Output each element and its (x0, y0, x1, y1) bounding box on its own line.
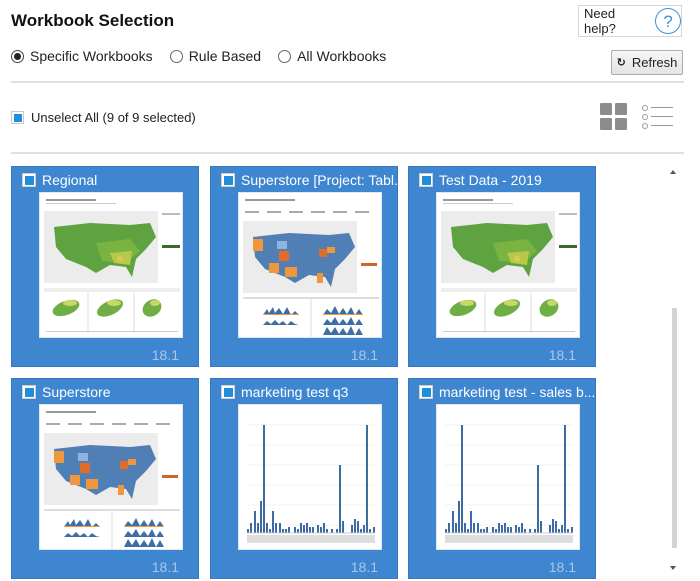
radio-unchecked-icon[interactable] (169, 49, 183, 63)
workbook-version: 18.1 (548, 559, 576, 575)
workbook-thumbnail (436, 192, 580, 338)
unselect-all-checkbox[interactable]: Unselect All (9 of 9 selected) (11, 110, 196, 125)
workbook-checkbox[interactable] (221, 385, 235, 399)
workbook-thumbnail (39, 192, 183, 338)
workbook-thumbnail (238, 192, 382, 338)
radio-label: All Workbooks (297, 48, 387, 64)
workbook-title: Superstore [Project: Tabl... (241, 172, 406, 188)
workbook-thumbnail (39, 404, 183, 550)
refresh-label: Refresh (631, 55, 678, 70)
workbook-card[interactable]: marketing test q3 18.1 (210, 378, 398, 579)
scrollbar-thumb[interactable] (672, 308, 677, 548)
workbook-title: marketing test - sales b... (439, 384, 596, 400)
need-help-button[interactable]: Need help? ? (578, 5, 682, 37)
divider (11, 81, 684, 83)
selection-mode-radio-group: Specific Workbooks Rule Based All Workbo… (11, 48, 403, 64)
workbook-card[interactable]: marketing test - sales b... 18.1 (408, 378, 596, 579)
workbook-title: Regional (42, 172, 98, 188)
workbook-card[interactable]: Regional 18.1 (11, 166, 199, 367)
workbook-version: 18.1 (350, 559, 378, 575)
help-question-icon[interactable]: ? (655, 8, 681, 34)
list-view-icon[interactable] (642, 103, 676, 130)
workbook-version: 18.1 (151, 347, 179, 363)
workbook-checkbox[interactable] (419, 173, 433, 187)
page-title: Workbook Selection (11, 11, 175, 30)
unselect-all-label: Unselect All (9 of 9 selected) (31, 110, 196, 125)
workbook-title: marketing test q3 (241, 384, 349, 400)
workbook-title: Test Data - 2019 (439, 172, 542, 188)
workbook-card[interactable]: Superstore [Project: Tabl... 18.1 (210, 166, 406, 367)
refresh-icon: ↻ (616, 57, 626, 69)
radio-checked-icon[interactable] (11, 49, 24, 63)
scroll-down-arrow-icon[interactable] (670, 566, 676, 570)
workbook-thumbnail (238, 404, 382, 550)
grid-view-icon[interactable] (600, 103, 627, 130)
workbook-version: 18.1 (548, 347, 576, 363)
workbook-version: 18.1 (350, 347, 378, 363)
radio-label: Rule Based (188, 48, 262, 64)
radio-all-workbooks[interactable]: All Workbooks (278, 48, 386, 64)
workbook-checkbox[interactable] (419, 385, 433, 399)
workbook-card[interactable]: Test Data - 2019 18.1 (408, 166, 596, 367)
radio-label: Specific Workbooks (30, 48, 153, 64)
radio-rule-based[interactable]: Rule Based (169, 48, 262, 64)
divider (11, 152, 684, 154)
checkbox-partial-icon[interactable] (11, 111, 24, 124)
refresh-button[interactable]: ↻ Refresh (611, 50, 683, 75)
workbook-checkbox[interactable] (22, 385, 36, 399)
workbook-version: 18.1 (151, 559, 179, 575)
workbook-thumbnail (436, 404, 580, 550)
radio-unchecked-icon[interactable] (278, 49, 292, 63)
workbook-title: Superstore (42, 384, 111, 400)
radio-specific-workbooks[interactable]: Specific Workbooks (11, 48, 153, 64)
scroll-up-arrow-icon[interactable] (670, 170, 676, 174)
workbook-checkbox[interactable] (221, 173, 235, 187)
workbook-card[interactable]: Superstore 18.1 (11, 378, 199, 579)
workbook-checkbox[interactable] (22, 173, 36, 187)
need-help-label: Need help? (584, 6, 616, 36)
